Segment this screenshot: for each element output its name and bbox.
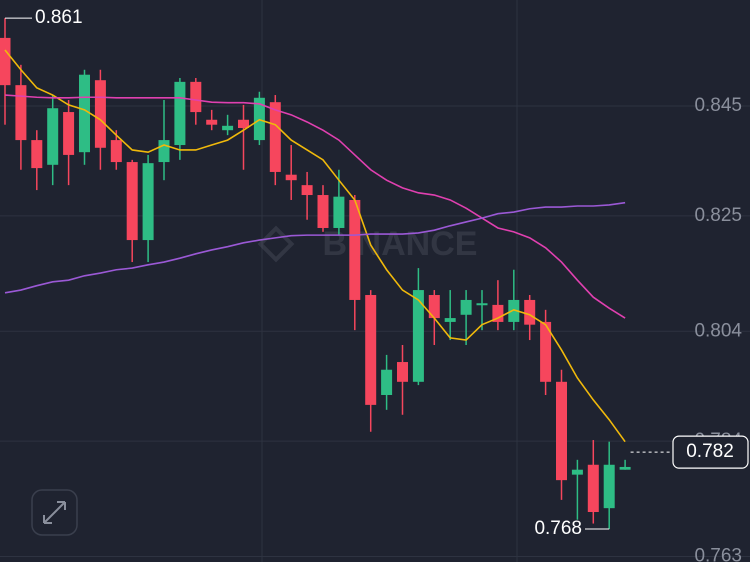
candle-body [142, 163, 154, 241]
candle-body [206, 119, 218, 125]
candle-body [269, 102, 281, 172]
candle-body [460, 299, 472, 315]
candle-body [492, 304, 504, 322]
candle-body [317, 195, 329, 228]
candle-body [571, 469, 583, 475]
high-label: 0.861 [35, 7, 83, 28]
candle-body [603, 464, 615, 509]
last-price-box [672, 435, 749, 469]
candle-body [412, 290, 424, 382]
candle-body [285, 174, 297, 181]
candle-body [222, 125, 234, 131]
candle-body [174, 81, 186, 146]
candle-body [238, 119, 249, 129]
moving-average-line [4, 201, 626, 294]
candle-body [126, 162, 138, 241]
candle-body [524, 299, 536, 325]
candle-body [63, 112, 75, 155]
candle-body [47, 108, 59, 165]
candle-body [301, 185, 313, 196]
candle-body [556, 381, 567, 481]
candle-body [333, 196, 345, 228]
candle-body [158, 140, 170, 163]
candle-body [476, 303, 488, 306]
last-price-label: 0.782 [686, 441, 734, 462]
candle-body [587, 464, 599, 513]
candle-body [349, 199, 361, 300]
candle-body [508, 299, 520, 322]
candle-body [428, 295, 440, 319]
candle-body [540, 321, 552, 382]
candle-body [31, 140, 43, 169]
candle-body [79, 74, 90, 153]
candle-body [444, 318, 456, 322]
y-tick-label: 0.845 [694, 95, 742, 116]
y-tick-label: 0.825 [694, 205, 742, 226]
candle-body [365, 295, 377, 405]
moving-average-line [4, 94, 626, 319]
y-tick-label: 0.763 [694, 546, 742, 562]
moving-average-line [4, 49, 626, 443]
candle-body [381, 369, 393, 395]
watermark: BINANCE [323, 225, 478, 263]
candle-body [0, 37, 11, 86]
low-label: 0.768 [534, 518, 582, 539]
candle-body [15, 85, 27, 141]
candle-body [190, 81, 202, 113]
candle-body [94, 80, 106, 148]
candle-body [619, 466, 631, 470]
candle-body [397, 362, 408, 382]
candle-body [110, 140, 122, 163]
y-tick-label: 0.804 [694, 320, 742, 341]
expand-button[interactable] [31, 489, 78, 536]
